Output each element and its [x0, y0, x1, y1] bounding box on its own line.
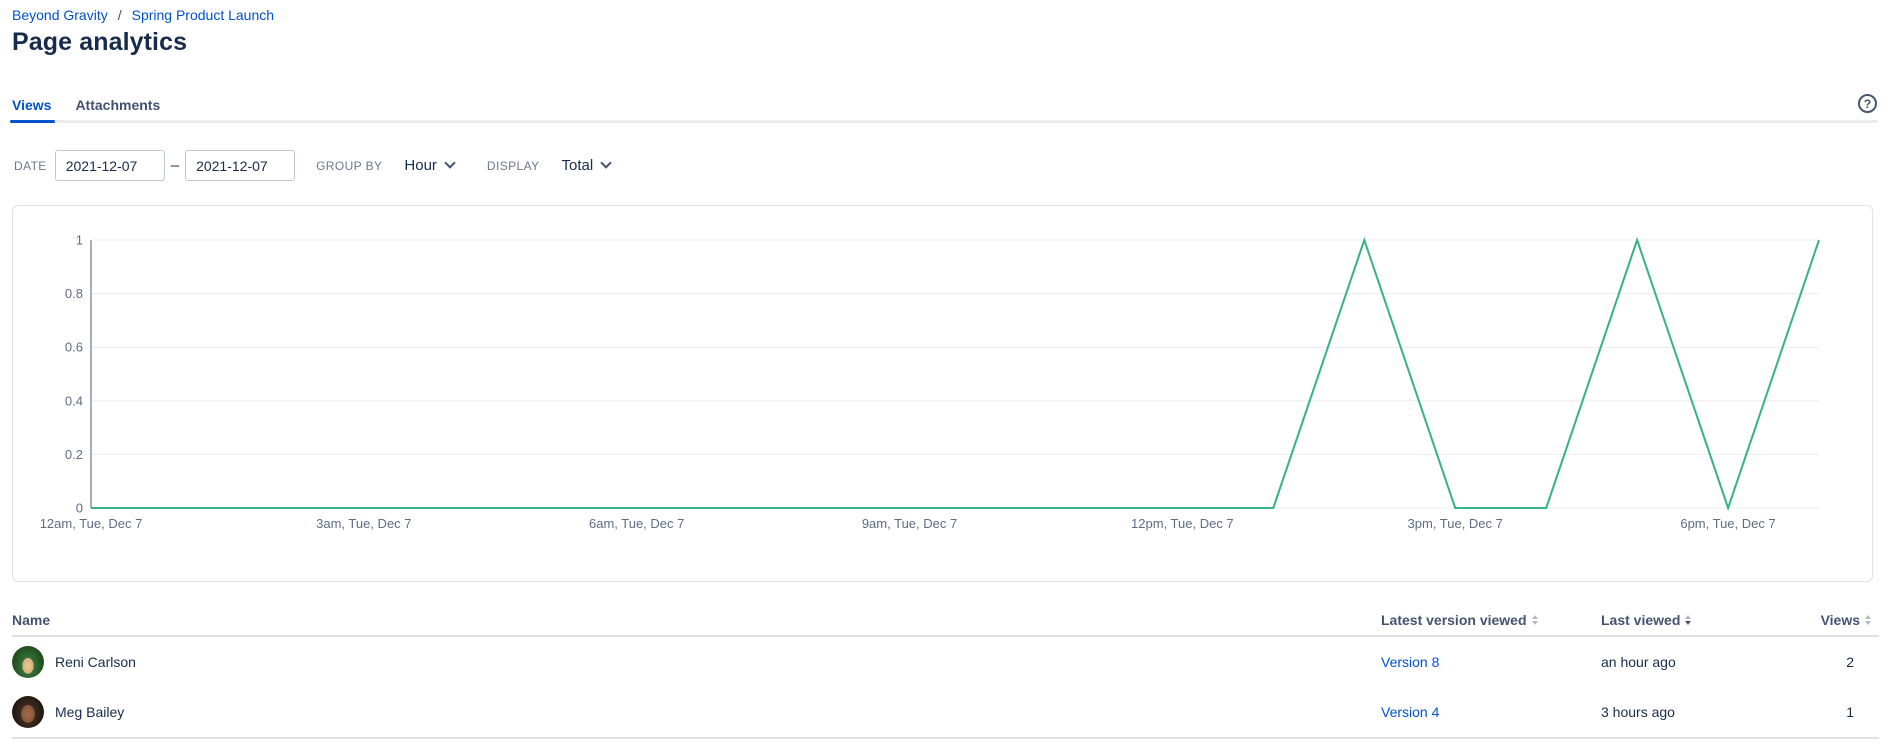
chevron-down-icon: [601, 157, 612, 168]
tab-attachments[interactable]: Attachments: [75, 97, 160, 113]
column-header-views[interactable]: Views: [1789, 612, 1879, 628]
tabs-divider: [10, 120, 1878, 123]
date-from-input[interactable]: [55, 150, 165, 181]
views-series-line: [91, 240, 1819, 508]
views-chart-card: 0 0.2 0.4 0.6 0.8 1 12am, Tue, Dec 7 3am, Tue, …: [12, 205, 1873, 582]
sort-icon: [1685, 615, 1691, 625]
y-axis-tick-label: 0.8: [65, 286, 83, 301]
viewers-table: Name Latest version viewed Last viewed View…: [12, 612, 1879, 739]
viewer-name: Reni Carlson: [55, 654, 136, 670]
latest-version-cell: Version 4: [1381, 704, 1601, 720]
column-header-label: Name: [12, 612, 50, 628]
last-viewed-cell: 3 hours ago: [1601, 704, 1789, 720]
column-header-name: Name: [12, 612, 1381, 628]
table-header-row: Name Latest version viewed Last viewed View…: [12, 612, 1879, 637]
help-icon[interactable]: ?: [1858, 94, 1877, 113]
group-by-dropdown[interactable]: Hour: [404, 157, 454, 174]
column-header-last-viewed[interactable]: Last viewed: [1601, 612, 1789, 628]
y-axis-tick-label: 0: [76, 501, 83, 516]
avatar: [12, 646, 44, 678]
y-axis-tick-label: 1: [76, 233, 83, 248]
display-label: DISPLAY: [487, 159, 540, 173]
chevron-down-icon: [444, 157, 455, 168]
x-axis-tick-label: 12pm, Tue, Dec 7: [1131, 516, 1234, 531]
x-axis-tick-label: 6pm, Tue, Dec 7: [1680, 516, 1775, 531]
display-value: Total: [562, 157, 594, 174]
version-link[interactable]: Version 4: [1381, 704, 1439, 720]
last-viewed-cell: an hour ago: [1601, 654, 1789, 670]
group-by-value: Hour: [404, 157, 437, 174]
x-axis-tick-label: 3pm, Tue, Dec 7: [1408, 516, 1503, 531]
breadcrumb-link-space[interactable]: Beyond Gravity: [12, 7, 108, 23]
views-count-cell: 1: [1789, 704, 1879, 720]
viewer-name-cell: Reni Carlson: [12, 646, 1381, 678]
y-axis-tick-label: 0.4: [65, 393, 83, 408]
viewer-name-cell: Meg Bailey: [12, 696, 1381, 728]
tab-views[interactable]: Views: [12, 97, 51, 113]
views-line-chart: 0 0.2 0.4 0.6 0.8 1 12am, Tue, Dec 7 3am, Tue, …: [41, 206, 1874, 581]
y-axis-tick-label: 0.2: [65, 447, 83, 462]
column-header-label: Last viewed: [1601, 612, 1680, 628]
x-axis-tick-label: 12am, Tue, Dec 7: [41, 516, 142, 531]
page-analytics-screen: { "breadcrumb": { "item1": "Beyond Gravi…: [0, 0, 1891, 749]
breadcrumb-link-page[interactable]: Spring Product Launch: [132, 7, 274, 23]
views-count-cell: 2: [1789, 654, 1879, 670]
table-row: Reni Carlson Version 8 an hour ago2: [12, 637, 1879, 687]
page-title: Page analytics: [12, 28, 187, 57]
tab-bar: Views Attachments: [12, 97, 160, 113]
column-header-label: Latest version viewed: [1381, 612, 1527, 628]
filter-bar: DATE – GROUP BY Hour DISPLAY Total: [12, 150, 610, 181]
sort-icon: [1865, 615, 1871, 625]
date-to-input[interactable]: [185, 150, 295, 181]
table-row: Meg Bailey Version 4 3 hours ago1: [12, 687, 1879, 737]
viewer-name: Meg Bailey: [55, 704, 124, 720]
column-header-latest-version-viewed[interactable]: Latest version viewed: [1381, 612, 1601, 628]
avatar: [12, 696, 44, 728]
breadcrumb: Beyond Gravity / Spring Product Launch: [12, 7, 274, 23]
latest-version-cell: Version 8: [1381, 654, 1601, 670]
y-axis-tick-label: 0.6: [65, 340, 83, 355]
breadcrumb-separator: /: [118, 7, 122, 23]
sort-icon: [1532, 615, 1538, 625]
date-filter-label: DATE: [14, 159, 47, 173]
x-axis-tick-label: 6am, Tue, Dec 7: [589, 516, 684, 531]
chart-canvas: 0 0.2 0.4 0.6 0.8 1 12am, Tue, Dec 7 3am, Tue, …: [41, 206, 1874, 581]
x-axis-tick-label: 3am, Tue, Dec 7: [316, 516, 411, 531]
display-dropdown[interactable]: Total: [562, 157, 611, 174]
table-body: Reni Carlson Version 8 an hour ago2 Meg Bai…: [12, 637, 1879, 737]
date-range-dash: –: [171, 157, 179, 174]
group-by-label: GROUP BY: [316, 159, 382, 173]
x-axis-tick-label: 9am, Tue, Dec 7: [862, 516, 957, 531]
version-link[interactable]: Version 8: [1381, 654, 1439, 670]
active-tab-underline: [10, 120, 55, 123]
column-header-label: Views: [1821, 612, 1860, 628]
